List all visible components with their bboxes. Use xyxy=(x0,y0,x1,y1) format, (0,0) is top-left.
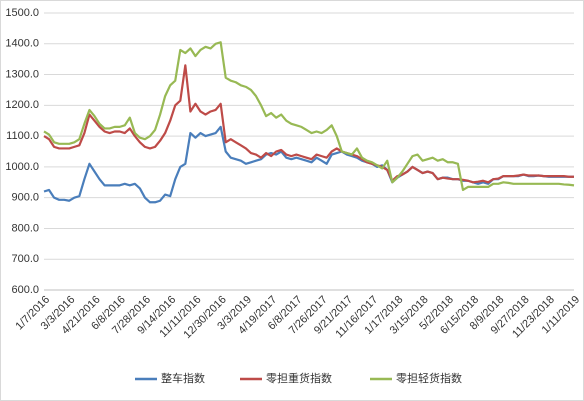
y-tick-label: 700.0 xyxy=(11,253,39,265)
y-tick-label: 1300.0 xyxy=(5,68,39,80)
series-line xyxy=(43,41,575,192)
legend-label: 整车指数 xyxy=(161,371,205,385)
y-tick-label: 1200.0 xyxy=(5,99,39,111)
series-line xyxy=(43,125,574,204)
legend-label: 零担重货指数 xyxy=(266,371,332,385)
series-line xyxy=(43,64,574,184)
y-tick-label: 1400.0 xyxy=(5,38,39,50)
y-tick-label: 1500.0 xyxy=(5,7,39,19)
y-tick-label: 900.0 xyxy=(11,192,39,204)
y-tick-label: 1000.0 xyxy=(5,161,39,173)
legend-label: 零担轻货指数 xyxy=(396,371,462,385)
y-tick-label: 600.0 xyxy=(11,284,39,296)
y-tick-label: 1100.0 xyxy=(6,130,39,142)
y-tick-label: 800.0 xyxy=(11,222,39,234)
